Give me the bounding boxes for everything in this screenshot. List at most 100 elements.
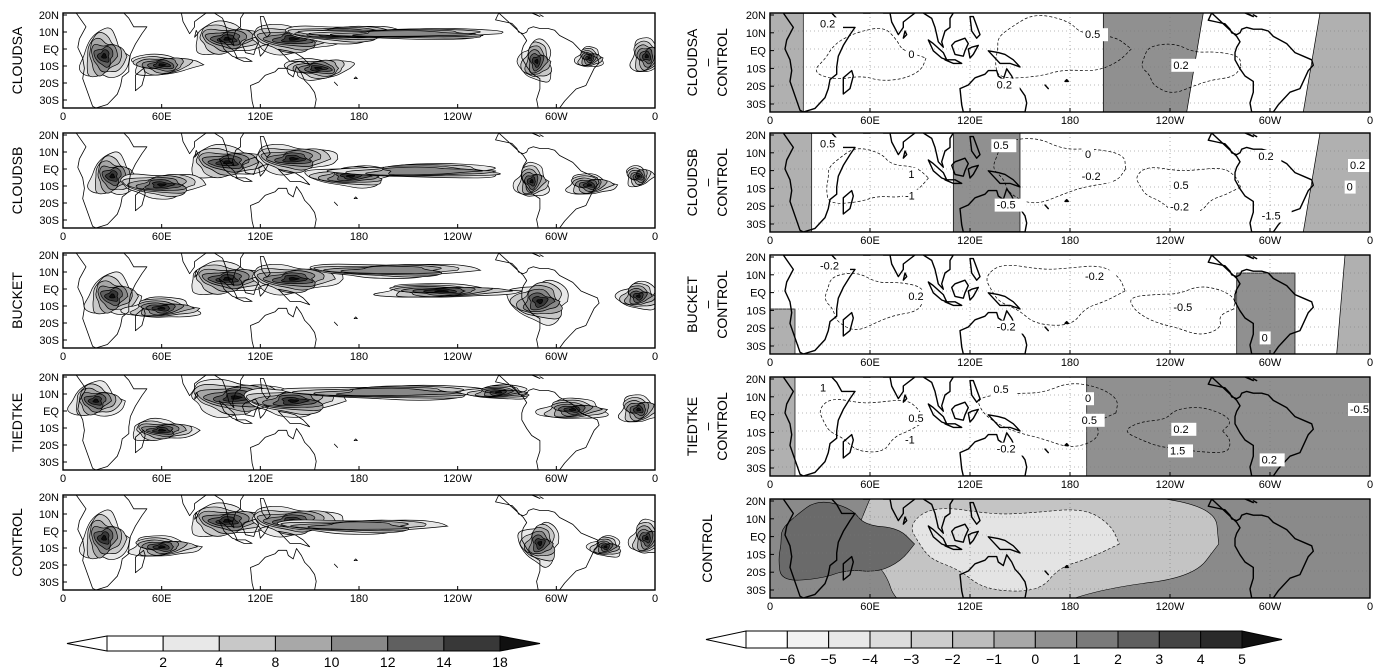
lon-label: 60W — [1259, 115, 1282, 127]
precip-contour — [586, 183, 593, 187]
coastline — [782, 499, 856, 598]
lat-label: 10N — [39, 267, 59, 279]
coastline — [75, 495, 148, 590]
contour-label: -0.5 — [1173, 302, 1192, 314]
lat-label: EQ — [750, 46, 766, 58]
coastline — [987, 170, 1021, 188]
colorbar-box — [952, 630, 995, 649]
contour-label-bg — [1083, 270, 1115, 284]
contour-label-bg — [818, 137, 843, 151]
coastline — [258, 163, 269, 177]
precip-contour — [340, 265, 442, 274]
lon-label: 180 — [350, 351, 368, 363]
contour-label: -0.2 — [997, 322, 1016, 334]
lat-label: 30S — [746, 463, 766, 475]
coastline — [902, 516, 908, 525]
contour-label-bg — [903, 433, 921, 447]
lon-label: 120W — [1156, 601, 1185, 613]
lon-label: 0 — [1367, 235, 1373, 247]
lon-label: 120W — [1156, 115, 1185, 127]
lat-label: 20S — [39, 318, 59, 330]
colorbar-label: 4 — [1197, 651, 1205, 667]
contour-label-bg — [1348, 159, 1370, 172]
contour-label: -0.5 — [997, 200, 1016, 212]
lon-label: 60E — [152, 111, 172, 123]
coastline — [235, 539, 253, 544]
contour-label-bg — [906, 290, 932, 303]
coastline — [135, 187, 146, 212]
contour-label: 0.2 — [997, 80, 1012, 92]
contour-label: 0.5 — [1173, 180, 1188, 192]
coastline — [959, 68, 1028, 112]
coastline — [241, 156, 260, 175]
lon-label: 60E — [860, 235, 880, 247]
lon-label: 0 — [652, 231, 658, 243]
lat-label: 20N — [746, 374, 766, 386]
precip-contour — [529, 178, 534, 184]
coastline — [333, 81, 338, 86]
precip-contour — [568, 407, 577, 411]
positive-region — [770, 377, 796, 476]
coastline — [951, 279, 969, 299]
coastline — [944, 423, 963, 429]
colorbar-box — [162, 635, 220, 652]
lat-label: 30S — [39, 95, 59, 107]
contour-label-bg — [991, 383, 1017, 397]
lat-label: 20S — [39, 198, 59, 210]
precip-contour — [382, 166, 483, 176]
coastline — [258, 283, 269, 297]
lat-label: 20N — [746, 10, 766, 22]
coastline — [75, 375, 148, 470]
coastline — [250, 428, 317, 470]
precip-contour — [157, 428, 167, 432]
colorbar-label: 5 — [1238, 651, 1246, 667]
lat-label: 10S — [39, 181, 59, 193]
coastline — [842, 433, 854, 459]
coastline — [531, 13, 541, 17]
lon-label: 180 — [350, 473, 368, 485]
coastline — [882, 13, 916, 36]
precip-contour — [157, 183, 167, 187]
contour-label: 0.2 — [1350, 160, 1365, 172]
coastline — [1207, 499, 1314, 598]
lat-label: 20S — [746, 81, 766, 93]
negative-contour — [815, 28, 927, 81]
lon-label: 60W — [545, 351, 568, 363]
lon-label: 120E — [957, 601, 983, 613]
lat-label: EQ — [43, 526, 59, 538]
coastline — [353, 196, 358, 199]
right-panel-4: 1 0.5 -0.2 0 0.2 0.2 -0.5 -1 0.5 0.5 1.5 20N 10N EQ 10… — [684, 374, 1373, 491]
coastline — [278, 168, 311, 186]
coastline — [241, 398, 260, 417]
contour-label: -0.2 — [820, 260, 839, 272]
coastline — [922, 499, 954, 534]
coastline — [1064, 78, 1069, 83]
difference-label: BUCKET — [684, 276, 700, 333]
contour-label-bg — [994, 320, 1027, 334]
lon-label: 60W — [545, 231, 568, 243]
difference-label: TIEDTKE — [684, 397, 700, 456]
lat-label: 20S — [746, 323, 766, 335]
coastline — [944, 179, 963, 185]
coastline — [951, 523, 969, 543]
lon-label: 180 — [1061, 601, 1079, 613]
difference-label: CONTROL — [699, 514, 715, 583]
coastline — [259, 136, 271, 158]
contour-label: 0.2 — [1173, 424, 1188, 436]
lat-label: 10S — [746, 549, 766, 561]
colorbar-box — [1200, 630, 1243, 649]
coastline — [213, 253, 245, 287]
lat-label: 20S — [39, 560, 59, 572]
colorbar-label: 12 — [380, 654, 396, 669]
lon-label: 120W — [1156, 235, 1185, 247]
coastline — [495, 375, 600, 470]
panel-contents — [63, 375, 655, 470]
coastline — [1244, 499, 1254, 504]
lon-label: 60E — [152, 351, 172, 363]
lon-label: 180 — [350, 593, 368, 605]
coastline — [539, 134, 544, 137]
lat-label: 20N — [39, 492, 59, 504]
lat-label: 30S — [39, 335, 59, 347]
positive-region — [1336, 255, 1370, 354]
colorbar-box — [869, 630, 912, 649]
